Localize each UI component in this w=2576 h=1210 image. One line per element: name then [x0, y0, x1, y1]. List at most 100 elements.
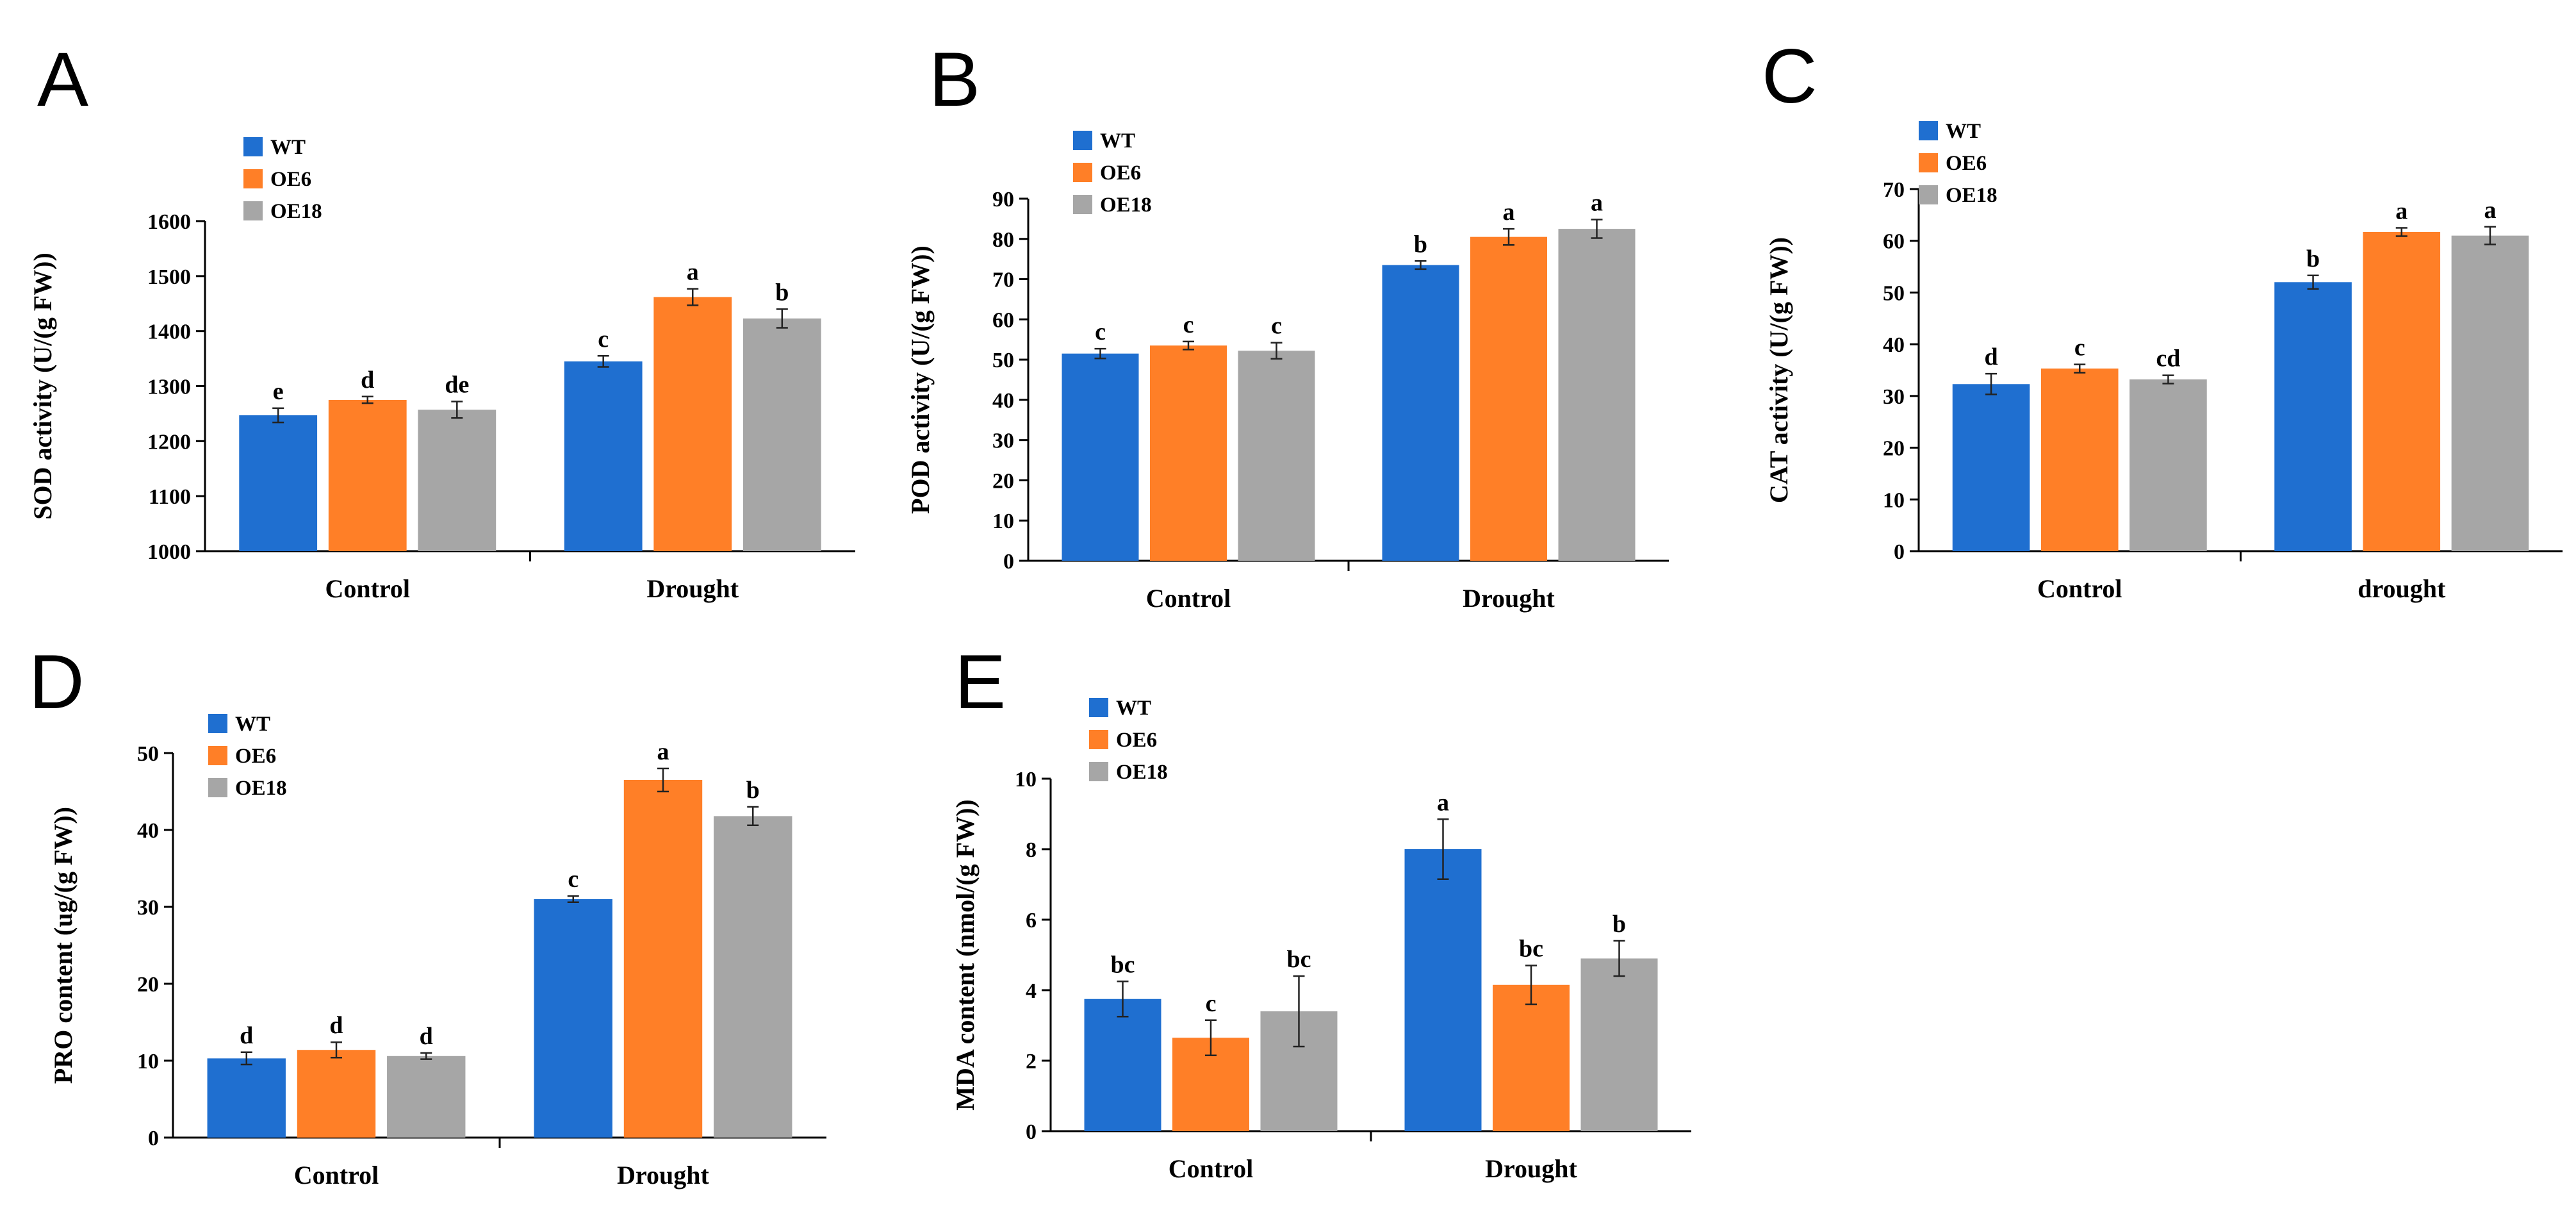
y-tick-label: 0	[1894, 540, 1905, 564]
legend-label: WT	[1100, 129, 1135, 153]
x-category-label: Drought	[1485, 1154, 1577, 1183]
y-tick-label: 20	[137, 973, 159, 997]
bar-wt	[1952, 384, 2030, 551]
bar-wt	[239, 415, 318, 551]
y-tick-label: 60	[992, 308, 1014, 332]
y-tick-label: 1100	[149, 485, 191, 509]
y-tick-label: 20	[1883, 437, 1905, 461]
legend-label: WT	[1116, 697, 1151, 720]
x-category-label: Control	[325, 574, 410, 603]
significance-letter: b	[1612, 911, 1626, 938]
legend-label: WT	[270, 136, 306, 159]
panel-letter: A	[37, 37, 88, 122]
significance-letter: de	[445, 372, 469, 399]
significance-letter: c	[1206, 990, 1217, 1017]
significance-letter: c	[1183, 311, 1194, 338]
significance-letter: c	[1095, 319, 1106, 345]
legend-swatch-oe18	[1919, 185, 1938, 204]
significance-letter: a	[1503, 199, 1515, 226]
legend-label: OE6	[1116, 729, 1157, 752]
y-tick-label: 30	[137, 896, 159, 920]
y-tick-label: 1300	[147, 376, 191, 399]
y-tick-label: 10	[1015, 768, 1037, 791]
significance-letter: c	[568, 866, 578, 893]
x-category-label: drought	[2358, 574, 2446, 603]
bar-oe6	[2040, 369, 2119, 551]
bar-wt	[1404, 849, 1482, 1131]
legend-label: OE18	[1116, 761, 1168, 784]
y-tick-label: 1400	[147, 320, 191, 344]
legend-label: OE6	[1946, 152, 1987, 175]
significance-letter: d	[329, 1012, 343, 1039]
y-axis-label: POD activity (U/(g FW))	[906, 245, 935, 514]
legend-swatch-oe6	[243, 169, 263, 188]
y-tick-label: 1500	[147, 265, 191, 289]
bar-oe6	[623, 780, 703, 1138]
significance-letter: a	[1591, 190, 1603, 217]
legend-label: OE18	[1100, 194, 1152, 217]
significance-letter: d	[1984, 344, 1998, 370]
y-axis-label: SOD activity (U/(g FW))	[28, 253, 57, 520]
bar-wt	[1062, 353, 1139, 561]
bar-oe18	[1558, 229, 1636, 561]
significance-letter: a	[2484, 197, 2496, 224]
bar-oe18	[387, 1056, 466, 1138]
y-axis-label: MDA content (nmol/(g FW))	[951, 799, 980, 1110]
legend-label: OE6	[1100, 162, 1141, 185]
y-tick-label: 1200	[147, 430, 191, 454]
significance-letter: a	[687, 259, 699, 286]
significance-letter: a	[657, 738, 669, 765]
significance-letter: d	[240, 1022, 253, 1049]
legend-label: OE6	[270, 168, 311, 191]
legend-swatch-wt	[208, 714, 227, 733]
legend-swatch-wt	[243, 137, 263, 156]
x-category-label: Drought	[617, 1161, 709, 1189]
bar-oe6	[653, 297, 732, 551]
panel-letter: D	[29, 639, 85, 725]
y-tick-label: 50	[1883, 281, 1905, 305]
y-tick-label: 0	[148, 1127, 159, 1150]
y-tick-label: 2	[1026, 1050, 1037, 1073]
significance-letter: c	[1271, 313, 1282, 340]
significance-letter: b	[1414, 231, 1427, 258]
y-tick-label: 0	[1026, 1120, 1037, 1144]
y-tick-label: 50	[137, 742, 159, 766]
y-tick-label: 40	[137, 819, 159, 843]
x-category-label: Control	[294, 1161, 379, 1189]
legend-swatch-wt	[1089, 698, 1108, 717]
bar-wt	[1382, 265, 1459, 561]
x-category-label: Control	[1146, 584, 1231, 613]
legend-label: OE18	[1946, 184, 1998, 207]
bar-oe18	[418, 410, 496, 551]
legend-label: OE6	[235, 745, 276, 768]
bar-wt	[534, 899, 612, 1138]
y-tick-label: 4	[1026, 979, 1037, 1003]
legend-swatch-oe6	[1089, 730, 1108, 749]
bar-oe18	[1580, 958, 1658, 1131]
significance-letter: c	[2074, 335, 2085, 361]
bar-oe18	[2451, 235, 2529, 551]
y-axis-label: PRO content (ug/(g FW))	[49, 807, 78, 1084]
y-tick-label: 10	[992, 510, 1014, 533]
significance-letter: b	[746, 777, 760, 804]
significance-letter: c	[598, 326, 609, 352]
panel-letter: B	[929, 37, 980, 122]
y-tick-label: 90	[992, 188, 1014, 211]
bar-oe6	[297, 1050, 376, 1138]
legend-swatch-oe6	[1919, 153, 1938, 172]
y-tick-label: 50	[992, 349, 1014, 372]
bar-oe18	[742, 318, 821, 551]
legend-swatch-wt	[1919, 121, 1938, 140]
y-tick-label: 60	[1883, 230, 1905, 254]
bar-oe18	[1238, 351, 1315, 561]
legend-swatch-wt	[1073, 131, 1092, 150]
x-category-label: Control	[1169, 1154, 1254, 1183]
y-tick-label: 10	[1883, 488, 1905, 512]
legend-label: WT	[235, 713, 270, 736]
significance-letter: a	[1437, 789, 1449, 816]
bar-oe6	[1493, 984, 1570, 1131]
y-tick-label: 70	[992, 269, 1014, 292]
significance-letter: b	[2306, 245, 2320, 272]
y-tick-label: 10	[137, 1050, 159, 1073]
